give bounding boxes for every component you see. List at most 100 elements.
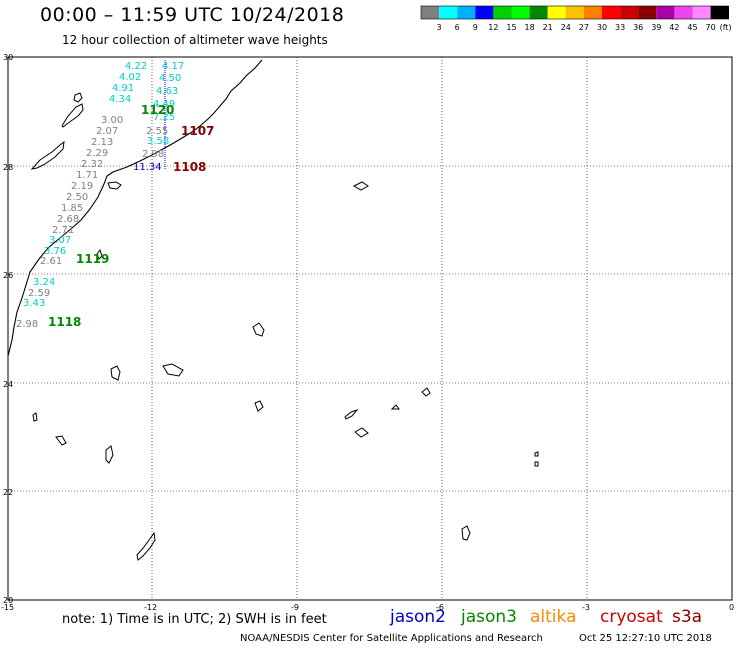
legend-swatch	[493, 6, 512, 19]
wave-height-value: 4.02	[119, 72, 141, 83]
canary-island-lanzarote	[73, 92, 83, 103]
wave-height-labels: 4.22 4.17 4.02 4.50 4.91 4.63 4.34 4.49 7.25 3.00…	[16, 61, 184, 330]
track-id-label: 1120	[141, 103, 174, 117]
islet	[32, 412, 38, 422]
track-id-label: 1119	[76, 252, 109, 266]
lat-label: 30	[3, 53, 13, 62]
satellite-label-cryosat: cryosat	[600, 607, 663, 627]
legend-border	[420, 5, 730, 20]
track-identifiers: 1120 1107 1108 1119 1118	[48, 103, 214, 329]
wave-height-value: 2.68	[57, 214, 79, 225]
wave-height-value: 2.59	[28, 288, 50, 299]
legend-swatch	[656, 6, 675, 19]
lon-label: -15	[1, 603, 14, 612]
wave-height-value: 2.98	[16, 319, 38, 330]
islet	[110, 365, 121, 381]
generation-timestamp: Oct 25 12:27:10 UTC 2018	[579, 633, 712, 644]
legend-label: 33	[615, 23, 625, 32]
islet	[534, 451, 539, 457]
legend-label: 24	[561, 23, 571, 32]
wave-height-value: 2.55	[146, 126, 168, 137]
islet	[390, 404, 400, 410]
coastal-islet	[107, 181, 122, 190]
lat-label: 26	[3, 271, 13, 280]
legend-swatch	[692, 6, 711, 19]
map-frame	[7, 56, 733, 601]
wave-height-value: 2.32	[81, 159, 103, 170]
wave-height-value: 2.71	[52, 225, 74, 236]
islands	[30, 92, 539, 561]
wave-height-value: 4.91	[112, 83, 134, 94]
satellite-label-altika: altika	[530, 607, 577, 627]
wave-height-value: 3.43	[23, 298, 45, 309]
wave-height-value: 11.34	[133, 162, 162, 173]
legend-label: 15	[506, 23, 516, 32]
legend-swatch	[583, 6, 602, 19]
lon-label: -9	[291, 603, 299, 612]
wave-height-value: 3.76	[44, 246, 66, 257]
canary-island-west	[30, 140, 65, 170]
wave-height-value: 2.07	[96, 126, 118, 137]
legend-label: 45	[687, 23, 697, 32]
legend-swatch	[602, 6, 621, 19]
legend-label: 12	[488, 23, 498, 32]
track-id-label: 1118	[48, 315, 81, 329]
wave-height-value: 4.49	[153, 99, 175, 110]
wave-height-value: 3.24	[33, 277, 55, 288]
grid-lines	[8, 57, 732, 600]
wave-height-value: 7.25	[153, 112, 175, 123]
legend-swatch	[439, 6, 458, 19]
wave-height-value: 4.22	[125, 61, 147, 72]
track-id-label: 1107	[181, 124, 214, 138]
wave-height-value: 3.00	[101, 115, 123, 126]
legend-swatch	[565, 6, 584, 19]
legend-label: 18	[525, 23, 535, 32]
lon-label: -6	[436, 603, 444, 612]
legend-label: 70	[706, 23, 716, 32]
longitude-labels: -15 -12 -9 -6 -3 0	[1, 603, 734, 612]
wave-height-value: 2.13	[91, 137, 113, 148]
lon-label: 0	[729, 603, 734, 612]
color-legend: 3 6 9 12 15 18 21 24 27 30 33 36 39 42 45 70 (ft)	[420, 5, 732, 32]
islet	[105, 445, 114, 464]
satellite-label-jason2: jason2	[390, 607, 446, 627]
islet	[254, 400, 264, 412]
islet	[461, 525, 471, 541]
islet	[55, 435, 67, 446]
islet	[352, 181, 369, 191]
islet	[421, 387, 431, 397]
legend-swatch	[710, 6, 729, 19]
latitude-labels: 30 28 26 24 22 20	[3, 53, 13, 605]
wave-height-value: 2.61	[40, 256, 62, 267]
lat-label: 22	[3, 488, 13, 497]
islet	[252, 322, 265, 337]
legend-swatch	[475, 6, 494, 19]
legend-swatch	[421, 6, 440, 19]
footer-note: note: 1) Time is in UTC; 2) SWH is in fe…	[62, 612, 327, 627]
islet	[136, 531, 156, 561]
islet	[344, 408, 359, 420]
legend-swatch	[547, 6, 566, 19]
wave-height-value: 1.71	[76, 170, 98, 181]
credit-line: NOAA/NESDIS Center for Satellite Applica…	[240, 633, 543, 644]
legend-label: 36	[633, 23, 643, 32]
legend-swatch	[620, 6, 639, 19]
wave-height-value: 2.19	[71, 181, 93, 192]
legend-swatch	[674, 6, 693, 19]
wave-height-value: 2.50	[66, 192, 88, 203]
african-coastline	[7, 59, 263, 357]
satellite-label-jason3: jason3	[461, 607, 517, 627]
islet	[96, 248, 103, 260]
legend-swatch	[457, 6, 476, 19]
legend-label: 6	[455, 23, 460, 32]
legend-swatch	[529, 6, 548, 19]
wave-height-value: 4.34	[109, 94, 131, 105]
legend-label: 3	[437, 23, 442, 32]
islet	[354, 427, 369, 438]
wave-height-value: 4.17	[162, 61, 184, 72]
lon-label: -3	[582, 603, 590, 612]
track-id-label: 1108	[173, 160, 206, 174]
lon-label: -12	[144, 603, 157, 612]
lat-label: 20	[3, 596, 13, 605]
